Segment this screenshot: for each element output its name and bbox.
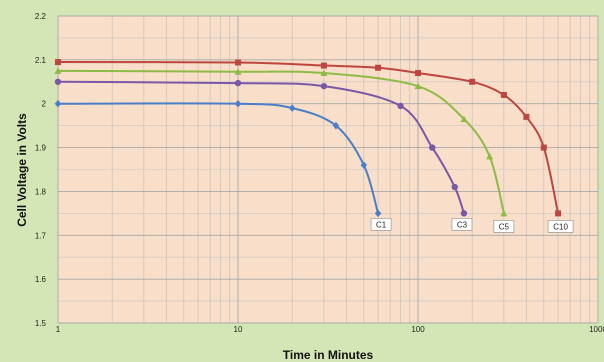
data-point-c5 — [54, 67, 62, 74]
y-tick-label: 2 — [42, 100, 47, 109]
series-label-c1: C1 — [376, 220, 387, 229]
x-axis-title: Time in Minutes — [283, 348, 374, 362]
y-tick-label: 2.2 — [35, 12, 47, 21]
data-point-c10 — [320, 62, 327, 69]
y-axis-title: Cell Voltage in Volts — [15, 113, 29, 227]
data-point-c10 — [523, 113, 530, 120]
data-point-c3 — [54, 78, 62, 85]
data-point-c3 — [460, 210, 468, 217]
x-tick-label: 100 — [411, 325, 425, 334]
series-line-c5 — [57, 69, 505, 214]
data-point-c1 — [54, 99, 62, 108]
y-tick-label: 1.7 — [35, 231, 47, 240]
x-tick-label: 10 — [234, 325, 243, 334]
data-point-c1 — [374, 209, 382, 218]
data-point-c3 — [320, 82, 328, 90]
data-point-c5 — [320, 69, 328, 77]
data-point-c5 — [414, 82, 422, 90]
data-point-c10 — [469, 78, 476, 85]
series-label-box-c10 — [547, 220, 574, 233]
series-label-c5: C5 — [499, 222, 510, 231]
data-point-c10 — [415, 70, 421, 77]
data-point-c1 — [234, 99, 242, 108]
data-point-c10 — [55, 59, 61, 66]
y-tick-label: 2.1 — [35, 56, 47, 65]
data-point-c1 — [332, 121, 340, 130]
series-label-box-c3 — [451, 218, 473, 231]
data-point-c10 — [555, 210, 562, 217]
y-tick-label: 1.6 — [35, 275, 47, 284]
data-point-c5 — [234, 68, 242, 75]
data-point-c10 — [235, 59, 241, 66]
data-point-c5 — [486, 152, 494, 160]
x-tick-label: 1000 — [589, 325, 604, 334]
data-point-c10 — [540, 144, 547, 151]
data-point-c10 — [375, 64, 382, 71]
y-tick-label: 1.9 — [35, 144, 47, 153]
data-point-c3 — [234, 79, 242, 87]
series-label-box-c5 — [493, 220, 515, 233]
y-tick-label: 1.5 — [35, 319, 47, 328]
series-label-c10: C10 — [553, 222, 568, 231]
data-point-c5 — [460, 115, 468, 123]
data-point-c1 — [288, 104, 296, 112]
data-point-c3 — [451, 183, 458, 191]
series-label-box-c1 — [370, 218, 392, 231]
series-label-c3: C3 — [457, 220, 468, 229]
data-point-c3 — [397, 102, 404, 110]
data-point-c5 — [500, 209, 508, 217]
x-tick-label: 1 — [56, 325, 61, 334]
data-point-c3 — [429, 144, 436, 151]
y-tick-label: 1.8 — [35, 187, 47, 196]
data-point-c10 — [500, 91, 507, 98]
data-point-c1 — [360, 161, 368, 169]
